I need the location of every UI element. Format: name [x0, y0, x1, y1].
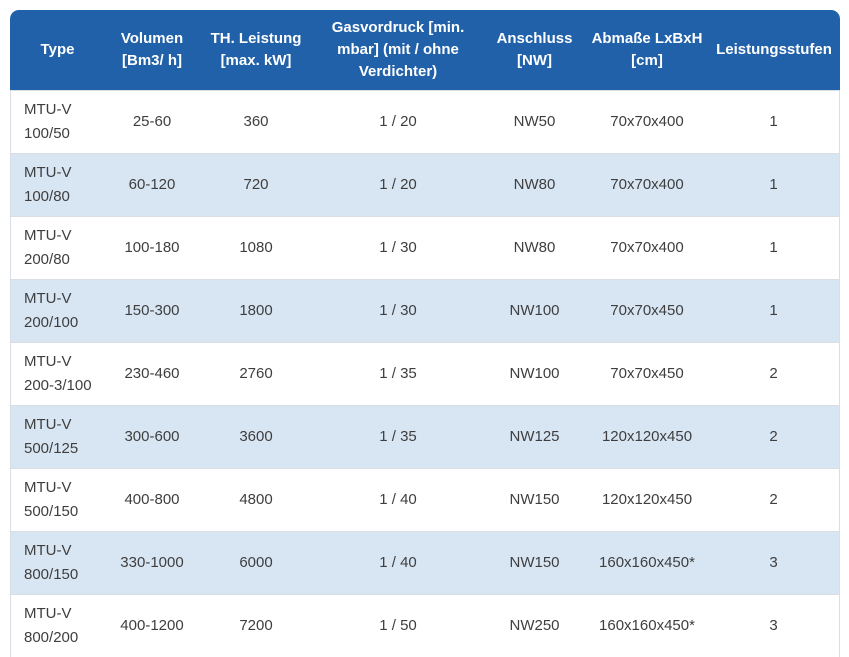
- table-cell: 1 / 30: [313, 216, 483, 279]
- table-cell: 1: [708, 153, 840, 216]
- table-cell: 1: [708, 279, 840, 342]
- table-cell: 160x160x450*: [586, 531, 708, 594]
- table-cell: 1 / 40: [313, 468, 483, 531]
- table-cell: 160x160x450*: [586, 594, 708, 657]
- table-cell: 230-460: [105, 342, 199, 405]
- table-cell: MTU-V 100/80: [10, 153, 105, 216]
- table-cell: 2: [708, 342, 840, 405]
- table-cell: 70x70x400: [586, 90, 708, 153]
- table-cell: 70x70x400: [586, 153, 708, 216]
- table-cell: 70x70x450: [586, 342, 708, 405]
- table-cell: 60-120: [105, 153, 199, 216]
- table-cell: NW100: [483, 279, 586, 342]
- table-row: MTU-V 200/100 150-300 1800 1 / 30 NW100 70x70…: [10, 279, 840, 342]
- table-cell: 1: [708, 216, 840, 279]
- table-cell: 1 / 20: [313, 90, 483, 153]
- table-cell: 720: [199, 153, 313, 216]
- header-cell-5: Abmaße LxBxH [cm]: [586, 10, 708, 90]
- table-cell: 6000: [199, 531, 313, 594]
- table-cell: MTU-V 500/150: [10, 468, 105, 531]
- table-cell: 300-600: [105, 405, 199, 468]
- table-cell: 120x120x450: [586, 405, 708, 468]
- table-cell: 1080: [199, 216, 313, 279]
- table-row: MTU-V 100/50 25-60 360 1 / 20 NW50 70x70x400 1: [10, 90, 840, 153]
- table-cell: 1 / 50: [313, 594, 483, 657]
- table-body: MTU-V 100/50 25-60 360 1 / 20 NW50 70x70x400 1…: [10, 90, 840, 657]
- header-cell-6: Leistungsstufen: [708, 10, 840, 90]
- table-cell: 70x70x450: [586, 279, 708, 342]
- table-cell: 400-1200: [105, 594, 199, 657]
- table-cell: 120x120x450: [586, 468, 708, 531]
- table-cell: 1 / 35: [313, 342, 483, 405]
- table-row: MTU-V 800/150 330-1000 6000 1 / 40 NW150 160x…: [10, 531, 840, 594]
- table-cell: NW150: [483, 531, 586, 594]
- table-cell: 2: [708, 468, 840, 531]
- table-cell: 1 / 35: [313, 405, 483, 468]
- table-cell: NW80: [483, 216, 586, 279]
- table-cell: 3: [708, 531, 840, 594]
- table-cell: 1: [708, 90, 840, 153]
- table-cell: 360: [199, 90, 313, 153]
- table-cell: 4800: [199, 468, 313, 531]
- table-header: Type Volumen [Bm3/ h] TH. Leistung [max. k…: [10, 10, 840, 90]
- table-cell: MTU-V 200/100: [10, 279, 105, 342]
- table-row: MTU-V 200-3/100 230-460 2760 1 / 35 NW100 70x…: [10, 342, 840, 405]
- table-cell: 1 / 20: [313, 153, 483, 216]
- table-cell: 70x70x400: [586, 216, 708, 279]
- product-spec-table-container: Type Volumen [Bm3/ h] TH. Leistung [max. k…: [10, 10, 840, 657]
- table-cell: 1 / 30: [313, 279, 483, 342]
- table-cell: MTU-V 200-3/100: [10, 342, 105, 405]
- table-row: MTU-V 500/150 400-800 4800 1 / 40 NW150 120x1…: [10, 468, 840, 531]
- table-cell: MTU-V 800/200: [10, 594, 105, 657]
- table-cell: 3600: [199, 405, 313, 468]
- header-cell-2: TH. Leistung [max. kW]: [199, 10, 313, 90]
- header-cell-0: Type: [10, 10, 105, 90]
- spec-table: Type Volumen [Bm3/ h] TH. Leistung [max. k…: [10, 10, 840, 657]
- header-cell-3: Gasvordruck [min. mbar] (mit / ohne Verd…: [313, 10, 483, 90]
- table-row: MTU-V 800/200 400-1200 7200 1 / 50 NW250 160x…: [10, 594, 840, 657]
- table-cell: 1 / 40: [313, 531, 483, 594]
- table-cell: 25-60: [105, 90, 199, 153]
- header-row: Type Volumen [Bm3/ h] TH. Leistung [max. k…: [10, 10, 840, 90]
- table-cell: NW250: [483, 594, 586, 657]
- table-cell: NW50: [483, 90, 586, 153]
- table-cell: MTU-V 200/80: [10, 216, 105, 279]
- header-cell-4: Anschluss [NW]: [483, 10, 586, 90]
- table-cell: 1800: [199, 279, 313, 342]
- table-cell: 100-180: [105, 216, 199, 279]
- table-cell: MTU-V 100/50: [10, 90, 105, 153]
- table-cell: 2760: [199, 342, 313, 405]
- table-cell: MTU-V 800/150: [10, 531, 105, 594]
- header-cell-1: Volumen [Bm3/ h]: [105, 10, 199, 90]
- table-cell: NW80: [483, 153, 586, 216]
- table-row: MTU-V 100/80 60-120 720 1 / 20 NW80 70x70x400…: [10, 153, 840, 216]
- table-cell: MTU-V 500/125: [10, 405, 105, 468]
- table-cell: 2: [708, 405, 840, 468]
- table-row: MTU-V 200/80 100-180 1080 1 / 30 NW80 70x70x4…: [10, 216, 840, 279]
- table-cell: 150-300: [105, 279, 199, 342]
- table-cell: 400-800: [105, 468, 199, 531]
- table-cell: 7200: [199, 594, 313, 657]
- table-cell: 330-1000: [105, 531, 199, 594]
- table-cell: NW100: [483, 342, 586, 405]
- table-cell: NW150: [483, 468, 586, 531]
- table-row: MTU-V 500/125 300-600 3600 1 / 35 NW125 120x1…: [10, 405, 840, 468]
- table-cell: 3: [708, 594, 840, 657]
- table-cell: NW125: [483, 405, 586, 468]
